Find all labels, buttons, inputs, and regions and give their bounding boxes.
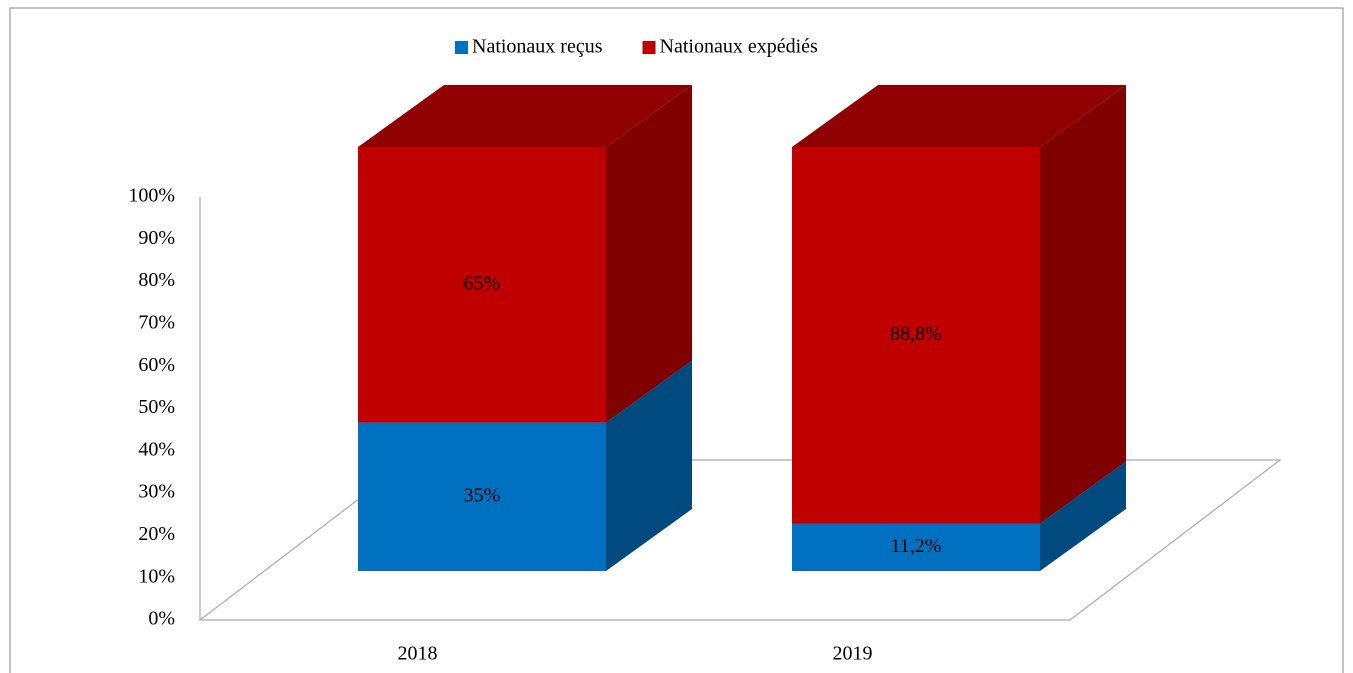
y-tick-label: 60% [138,354,175,376]
bar [358,147,606,423]
bar [358,422,606,571]
legend-swatch [642,41,656,54]
floor [198,459,1282,621]
y-tick-label: 0% [148,608,175,630]
bar [792,523,1040,571]
y-tick-label: 100% [128,185,175,207]
bar-top [358,85,692,147]
bar-side [1040,461,1126,571]
data-label: 65% [464,272,501,294]
legend-swatch [455,41,468,54]
y-tick-label: 20% [138,523,175,545]
bar-side [606,360,692,571]
x-tick-label: 2018 [398,643,438,665]
y-tick-label: 70% [138,311,175,333]
y-tick-label: 90% [138,227,175,249]
legend-label: Nationaux expédiés [660,36,818,58]
data-label: 88,8% [890,323,942,345]
data-label: 11,2% [891,535,942,557]
chart-border [9,7,1344,673]
x-tick-label: 2019 [833,643,873,665]
bar-side [606,85,692,423]
bar-top [792,85,1126,147]
y-tick-label: 50% [138,396,175,418]
legend-label: Nationaux reçus [472,36,603,58]
bar-side [1040,85,1126,524]
bar [792,147,1040,524]
y-tick-label: 80% [138,269,175,291]
y-tick-label: 40% [138,438,175,460]
y-tick-label: 30% [138,481,175,503]
data-label: 35% [464,484,501,506]
y-tick-label: 10% [138,565,175,587]
